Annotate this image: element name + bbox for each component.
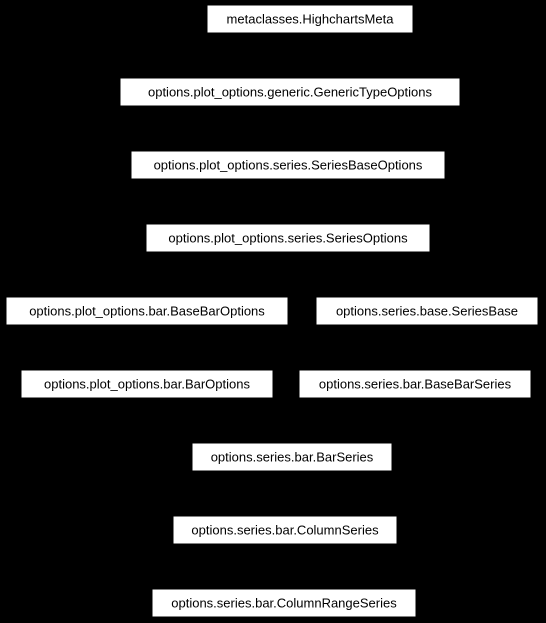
node-n0[interactable]: metaclasses.HighchartsMeta — [207, 5, 413, 33]
node-label: options.series.bar.BaseBarSeries — [319, 376, 512, 391]
node-label: options.series.bar.ColumnRangeSeries — [171, 595, 397, 610]
edge-n5-n7 — [418, 325, 425, 370]
edge-n3-n5 — [315, 252, 400, 297]
node-n1[interactable]: options.plot_options.generic.GenericType… — [120, 78, 460, 106]
node-label: metaclasses.HighchartsMeta — [227, 11, 395, 26]
node-n2[interactable]: options.plot_options.series.SeriesBaseOp… — [131, 151, 445, 179]
node-label: options.plot_options.series.SeriesOption… — [168, 230, 408, 245]
edge-n7-n8 — [317, 398, 391, 443]
node-n4[interactable]: options.plot_options.bar.BaseBarOptions — [6, 297, 288, 325]
node-label: options.plot_options.series.SeriesBaseOp… — [154, 157, 423, 172]
edge-n8-n9 — [286, 471, 291, 516]
node-n3[interactable]: options.plot_options.series.SeriesOption… — [146, 224, 430, 252]
edge-n9-n10 — [284, 544, 285, 589]
node-label: options.series.bar.BarSeries — [211, 449, 374, 464]
node-n6[interactable]: options.plot_options.bar.BarOptions — [21, 370, 273, 398]
node-label: options.plot_options.bar.BaseBarOptions — [29, 303, 265, 318]
edge-n1-n2 — [289, 106, 290, 151]
edge-n6-n8 — [175, 398, 263, 443]
node-n7[interactable]: options.series.bar.BaseBarSeries — [299, 370, 531, 398]
node-label: options.series.base.SeriesBase — [336, 303, 518, 318]
edge-n3-n4 — [176, 252, 261, 297]
edge-n4-n7 — [199, 325, 362, 370]
edge-n0-n1 — [296, 33, 306, 78]
node-n8[interactable]: options.series.bar.BarSeries — [192, 443, 392, 471]
node-label: options.plot_options.bar.BarOptions — [44, 376, 250, 391]
node-label: options.plot_options.generic.GenericType… — [148, 84, 433, 99]
inheritance-diagram: metaclasses.HighchartsMeta options.plot_o… — [0, 0, 546, 623]
node-n10[interactable]: options.series.bar.ColumnRangeSeries — [152, 589, 416, 617]
node-n9[interactable]: options.series.bar.ColumnSeries — [173, 516, 397, 544]
node-n5[interactable]: options.series.base.SeriesBase — [316, 297, 538, 325]
node-label: options.series.bar.ColumnSeries — [191, 522, 379, 537]
